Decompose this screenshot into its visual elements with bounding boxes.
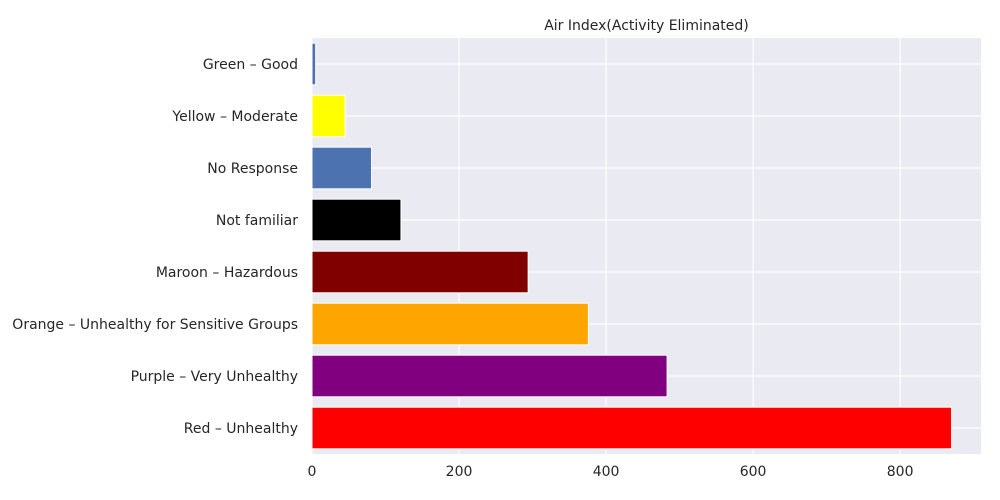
chart-title: Air Index(Activity Eliminated) — [544, 18, 749, 34]
x-tick-label: 400 — [593, 464, 620, 480]
bar — [311, 406, 953, 450]
category-label: Not familiar — [216, 213, 298, 229]
category-label: Maroon – Hazardous — [156, 265, 298, 281]
category-labels: Red – Unhealthy Purple – Very Unhealthy Or… — [12, 57, 298, 437]
category-label: Red – Unhealthy — [184, 421, 298, 437]
category-label: Green – Good — [203, 57, 298, 73]
category-label: No Response — [207, 161, 298, 177]
x-tick-label: 200 — [446, 464, 473, 480]
bar — [311, 198, 402, 242]
x-tick-label: 800 — [887, 464, 914, 480]
x-tick-labels: 0 200 400 600 800 — [308, 464, 914, 480]
bar — [311, 146, 373, 190]
bar — [311, 354, 668, 398]
bar — [311, 250, 529, 294]
category-label: Purple – Very Unhealthy — [131, 369, 298, 385]
category-label: Orange – Unhealthy for Sensitive Groups — [12, 317, 298, 333]
category-label: Yellow – Moderate — [171, 109, 298, 125]
x-tick-label: 0 — [308, 464, 317, 480]
x-tick-label: 600 — [740, 464, 767, 480]
bar — [311, 42, 317, 86]
bar — [311, 302, 589, 346]
bars — [311, 42, 953, 450]
bar — [311, 94, 346, 138]
